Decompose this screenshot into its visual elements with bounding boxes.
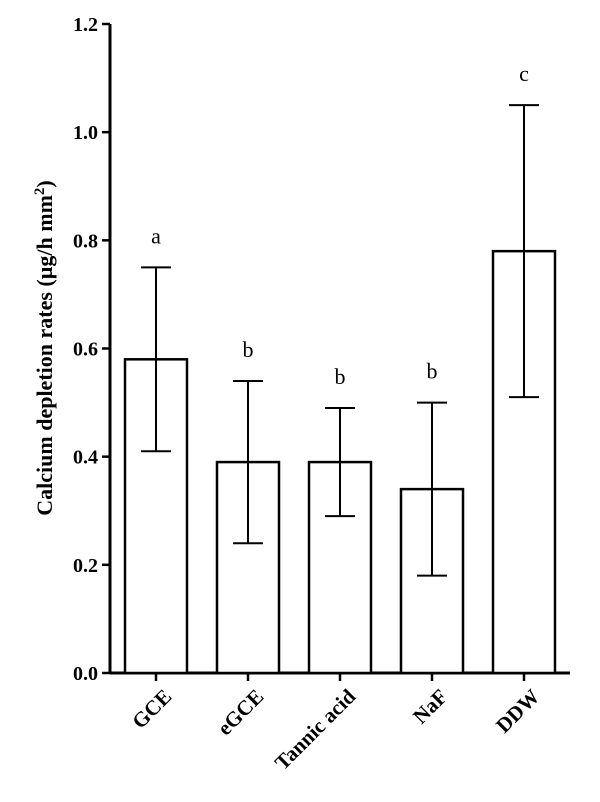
significance-letter: c	[519, 61, 529, 86]
y-axis-title-suffix: )	[32, 180, 57, 187]
y-tick-label: 1.2	[73, 14, 98, 36]
x-tick-label: Tannic acid	[270, 684, 361, 775]
y-tick-label: 0.2	[73, 555, 98, 577]
significance-letter: b	[427, 359, 438, 384]
x-tick-label: DDW	[491, 684, 544, 737]
y-tick-label: 0.8	[73, 230, 98, 252]
x-tick-label: GCE	[127, 684, 176, 733]
significance-letter: b	[243, 337, 254, 362]
bars	[123, 249, 557, 675]
significance-letter: a	[151, 223, 161, 248]
y-tick-label: 0.0	[73, 663, 98, 685]
significance-letters: a b b b c	[151, 61, 529, 389]
significance-letter: b	[335, 364, 346, 389]
y-tick-label: 0.4	[73, 447, 98, 469]
x-tick-labels: GCE eGCE Tannic acid NaF DDW	[127, 673, 544, 775]
y-axis-title: Calcium depletion rates (µg/h mm2)	[32, 180, 57, 515]
error-bars	[141, 104, 539, 577]
x-tick-label: eGCE	[213, 684, 269, 740]
y-axis-title-superscript: 2	[32, 188, 48, 196]
x-tick-label: NaF	[408, 684, 452, 728]
y-tick-label: 0.6	[73, 339, 98, 361]
y-ticks: 0.0 0.2 0.4 0.6 0.8 1.0 1.2	[73, 14, 110, 685]
y-tick-label: 1.0	[73, 122, 98, 144]
